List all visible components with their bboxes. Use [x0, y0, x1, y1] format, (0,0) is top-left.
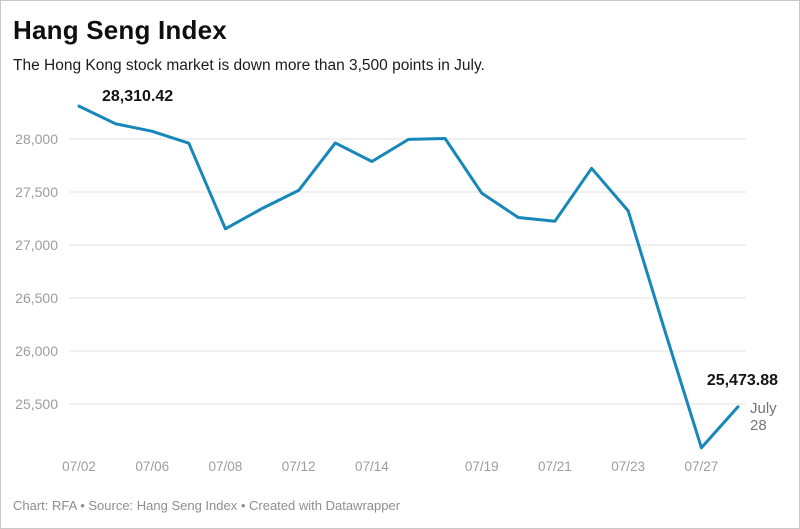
- y-gridlines: [69, 138, 746, 405]
- chart-subtitle: The Hong Kong stock market is down more …: [13, 57, 485, 74]
- index-line: [77, 104, 740, 450]
- y-axis-tick-label: 26,500: [15, 290, 58, 306]
- x-axis-tick-label: 07/02: [62, 459, 96, 474]
- x-axis-tick-label: 07/19: [465, 459, 499, 474]
- y-axis: 28,000 27,500 27,000 26,500 26,000 25,500: [15, 131, 58, 412]
- y-axis-tick-label: 26,000: [15, 343, 58, 359]
- x-axis-tick-label: 07/21: [538, 459, 572, 474]
- x-axis-tick-label: 07/27: [684, 459, 718, 474]
- start-value-label: 28,310.42: [102, 88, 174, 105]
- x-axis-tick-label: 07/08: [209, 459, 243, 474]
- x-axis-tick-label: 07/06: [135, 459, 169, 474]
- x-axis: 07/02 07/06 07/08 07/12 07/14 07/19 07/21 07/23…: [62, 459, 718, 474]
- y-axis-tick-label: 27,000: [15, 237, 58, 253]
- x-axis-tick-label: 07/23: [611, 459, 645, 474]
- x-axis-tick-label: 07/12: [282, 459, 316, 474]
- index-line-series: [77, 104, 740, 450]
- end-date-label: July 28: [750, 400, 777, 434]
- y-axis-tick-label: 28,000: [15, 131, 58, 147]
- chart-credit: Chart: RFA • Source: Hang Seng Index • C…: [13, 498, 401, 513]
- chart-title: Hang Seng Index: [13, 15, 227, 45]
- end-value-label: 25,473.88: [706, 372, 778, 389]
- x-axis-tick-label: 07/14: [355, 459, 389, 474]
- y-axis-tick-label: 27,500: [15, 184, 58, 200]
- y-axis-tick-label: 25,500: [15, 396, 58, 412]
